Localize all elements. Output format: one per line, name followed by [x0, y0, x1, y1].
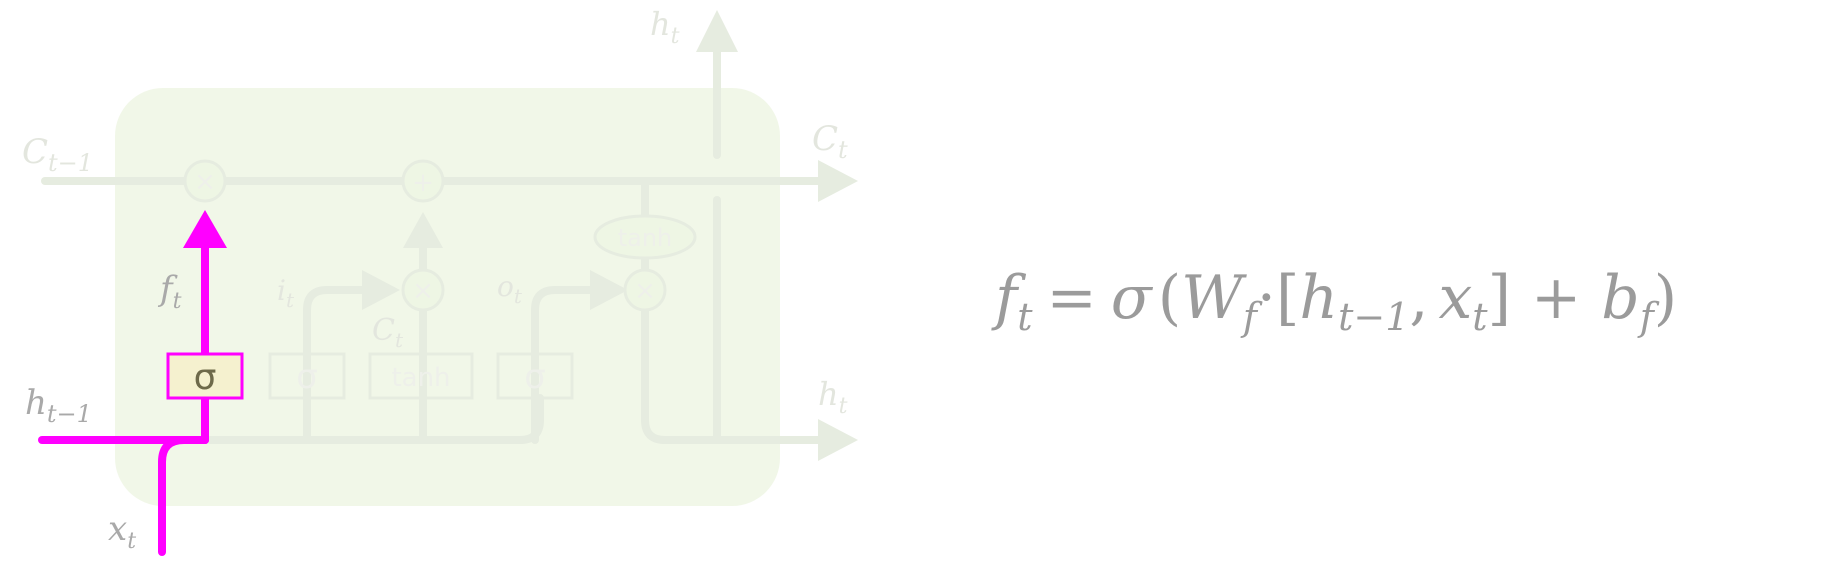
output-multiply-symbol: ×	[634, 276, 656, 306]
input-multiply-circle	[401, 268, 445, 312]
output-multiply-circle	[623, 268, 667, 312]
cell-state-arrowhead	[818, 160, 858, 202]
forget-gate-path	[38, 241, 209, 556]
candidate-tanh-label: tanh	[391, 363, 450, 393]
inactive-labels: Ct−1 Ct ht ht it Ct ot	[22, 5, 848, 419]
c-tilde-label: Ct	[372, 313, 404, 352]
x-input-line	[158, 436, 209, 556]
add-circle	[401, 159, 445, 203]
forget-gate-sigma: σ	[194, 357, 217, 398]
candidate-gate-box	[368, 352, 474, 400]
output-hidden-line	[641, 286, 834, 444]
output-gate-path	[531, 286, 604, 444]
inactive-gates	[268, 352, 574, 400]
inactive-operators	[183, 159, 697, 312]
h-right-label: ht	[818, 375, 848, 419]
inactive-gate-labels: σ tanh σ	[296, 357, 546, 397]
lstm-cell-box	[115, 88, 780, 506]
x-input-label: xt	[108, 509, 136, 554]
output-hidden-arrowhead	[818, 419, 858, 461]
h-top-label: ht	[650, 5, 680, 49]
inactive-operator-symbols: × + × × tanh	[194, 167, 672, 306]
input-multiply-symbol: ×	[412, 276, 434, 306]
output-gate-box	[496, 352, 574, 400]
forget-gate-equation: ft = σ (Wf·[ht−1, xt] + bf)	[991, 263, 1677, 339]
forget-gate-box	[166, 352, 244, 400]
input-gate-sigma: σ	[296, 357, 318, 397]
forget-multiply-circle	[183, 159, 227, 203]
candidate-arrowhead	[403, 212, 443, 248]
forget-output-arrowhead	[183, 210, 227, 248]
top-hidden-arrowhead	[696, 10, 738, 52]
inactive-arrowheads	[362, 10, 858, 461]
input-gate-box	[268, 352, 346, 400]
forget-multiply-symbol: ×	[194, 167, 216, 197]
add-symbol: +	[412, 168, 434, 198]
h-prev-label: ht−1	[25, 383, 92, 428]
c-prev-label: Ct−1	[22, 132, 93, 177]
tanh-ellipse-label: tanh	[618, 224, 673, 252]
tanh-ellipse	[593, 214, 697, 260]
i-gate-label: it	[277, 274, 295, 312]
c-next-label: Ct	[812, 119, 848, 164]
output-gate-sigma: σ	[524, 357, 546, 397]
output-gate-arrowhead	[590, 270, 628, 310]
input-gate-path	[303, 286, 376, 444]
input-gate-arrowhead	[362, 270, 400, 310]
o-gate-label: ot	[497, 270, 523, 308]
